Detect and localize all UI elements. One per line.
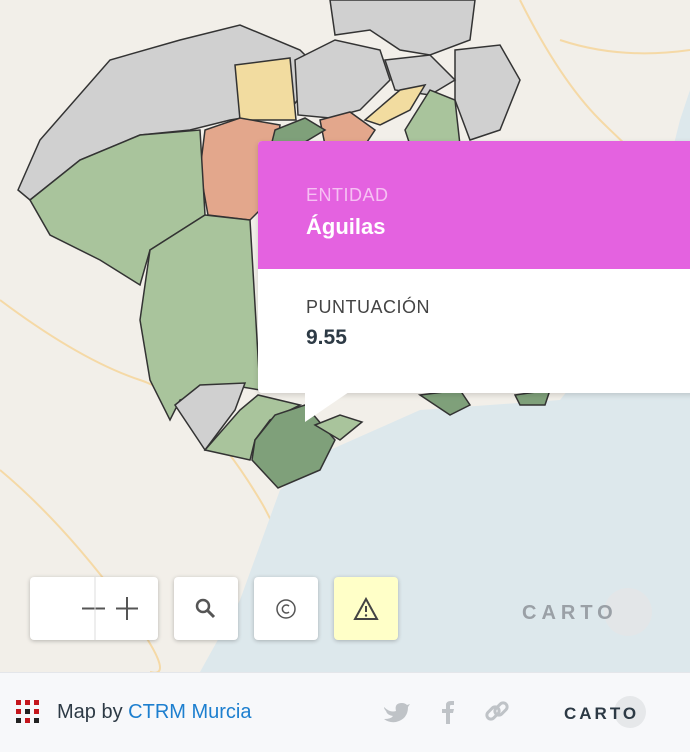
score-label: PUNTUACIÓN — [306, 297, 431, 317]
twitter-icon[interactable] — [384, 703, 410, 723]
facebook-icon[interactable] — [442, 701, 454, 724]
attribution-button[interactable] — [254, 577, 318, 640]
sea — [200, 90, 690, 672]
zoom-icons — [82, 577, 138, 640]
watermark-circle — [604, 588, 652, 636]
copyright-icon — [276, 598, 296, 619]
zoom-in[interactable] — [116, 597, 138, 620]
footer: Map by CTRM Murcia CARTO — [0, 672, 690, 752]
logo-text: CARTO — [564, 704, 639, 723]
author-link[interactable]: CTRM Murcia — [128, 701, 252, 723]
logo-circle — [614, 696, 646, 728]
warning-icon — [353, 596, 379, 620]
popup-body: PUNTUACIÓN 9.55 — [258, 269, 690, 350]
share-icons — [384, 701, 509, 724]
map-watermark: CARTO — [522, 588, 652, 636]
search-icon — [195, 598, 216, 618]
footer-logo: CARTO — [564, 696, 646, 728]
field-value: Águilas — [306, 214, 386, 239]
watermark-text: CARTO — [522, 602, 618, 624]
link-icon[interactable] — [485, 701, 509, 721]
zoom-control — [30, 577, 158, 640]
logo-grid — [16, 700, 39, 723]
popup: ENTIDAD Águilas PUNTUACIÓN 9.55 — [258, 141, 690, 393]
popup-header: ENTIDAD Águilas — [258, 141, 690, 269]
attribution-prefix: Map by — [57, 701, 123, 723]
field-label: ENTIDAD — [306, 185, 389, 205]
score-value: 9.55 — [306, 326, 347, 349]
popup-tail — [305, 392, 349, 422]
search-button[interactable] — [174, 577, 238, 640]
attribution: Map by CTRM Murcia — [57, 701, 252, 724]
warning-button[interactable] — [334, 577, 398, 640]
